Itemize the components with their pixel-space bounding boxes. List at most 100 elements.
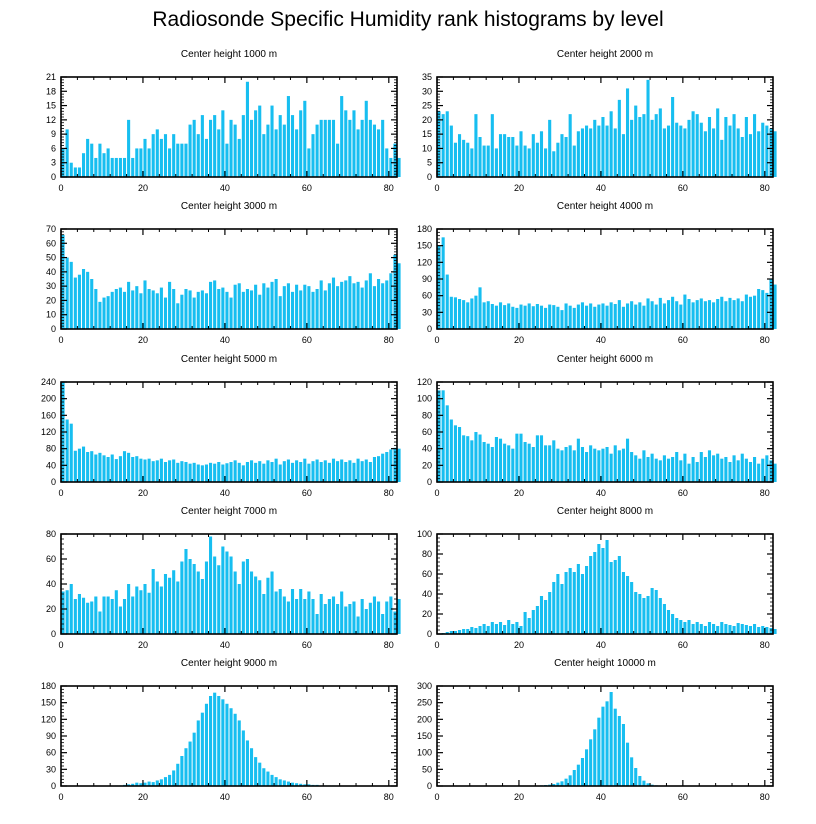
histogram-bar	[336, 604, 340, 634]
histogram-bar	[613, 708, 617, 786]
x-tick-label: 0	[434, 792, 439, 802]
histogram-bar	[699, 452, 703, 482]
histogram-bar	[344, 280, 348, 329]
histogram-bar	[69, 162, 73, 177]
histogram-bar	[482, 145, 486, 177]
histogram-bar	[515, 145, 519, 177]
histogram-bar	[143, 584, 147, 634]
histogram-bar	[225, 463, 229, 482]
histogram-bar	[769, 279, 773, 329]
histogram-bar	[687, 299, 691, 329]
x-tick-label: 20	[514, 792, 524, 802]
histogram-bar	[122, 451, 127, 482]
histogram-bar	[679, 460, 683, 482]
histogram-bar	[155, 581, 159, 634]
histogram-bar	[254, 284, 258, 329]
histogram-bar	[654, 590, 658, 634]
histogram-bar	[728, 297, 732, 329]
histogram-bar	[389, 273, 393, 329]
histogram-bar	[617, 716, 621, 786]
histogram-bar	[278, 589, 282, 634]
histogram-bar	[753, 457, 757, 482]
y-tick-label: 40	[46, 267, 56, 277]
histogram-bar	[147, 289, 151, 329]
histogram-bar	[601, 117, 605, 177]
histogram-bar	[736, 298, 740, 329]
histogram-bar	[172, 289, 176, 329]
histogram-bar	[61, 591, 65, 634]
histogram-bar	[266, 577, 270, 634]
histogram-bar	[168, 148, 172, 177]
histogram-bar	[671, 457, 675, 482]
histogram-bar	[457, 427, 462, 482]
histogram-bar	[748, 462, 753, 482]
histogram-panel-4: Center height 4000 m 0 20 40 60 80 0 30 60 90 120 1…	[417, 201, 777, 345]
histogram-bar	[204, 561, 209, 634]
histogram-bar	[327, 283, 331, 329]
histogram-bar	[474, 295, 478, 329]
y-tick-label: 100	[417, 529, 432, 539]
histogram-bar	[73, 277, 77, 329]
histogram-bar	[625, 438, 630, 482]
histogram-bar	[209, 696, 213, 786]
histogram-bar	[773, 284, 777, 329]
histogram-bar	[192, 732, 196, 786]
histogram-bar	[381, 614, 385, 634]
histogram-bar	[286, 601, 290, 634]
histogram-bar	[654, 458, 658, 482]
x-tick-label: 60	[678, 792, 688, 802]
histogram-bar	[527, 148, 531, 177]
histogram-bar	[453, 631, 457, 634]
histogram-bar	[217, 565, 221, 634]
histogram-bar	[245, 559, 249, 634]
histogram-bar	[323, 604, 327, 634]
y-tick-label: 80	[46, 529, 56, 539]
y-tick-label: 0	[427, 324, 432, 334]
histogram-bar	[638, 302, 642, 329]
histogram-bar	[646, 596, 650, 634]
histogram-bar	[531, 610, 535, 634]
histogram-bar	[683, 128, 687, 177]
histogram-bar	[331, 458, 336, 482]
histogram-bar	[716, 108, 720, 177]
histogram-bar	[106, 148, 110, 177]
x-tick-label: 80	[760, 183, 770, 193]
histogram-bar	[274, 279, 278, 329]
y-tick-label: 50	[422, 764, 432, 774]
histogram-bar	[601, 706, 605, 786]
histogram-bar	[106, 596, 110, 634]
histogram-panel-5: Center height 5000 m 0 20 40 60 80 0 40 80 120 160…	[41, 354, 401, 498]
histogram-bar	[135, 286, 139, 329]
histogram-bar	[605, 701, 609, 786]
histogram-bar	[90, 451, 94, 482]
y-tick-label: 120	[41, 714, 56, 724]
histogram-bar	[449, 296, 453, 329]
histogram-bar	[372, 596, 377, 634]
histogram-bar	[712, 302, 716, 329]
histogram-bar	[364, 100, 368, 177]
histogram-bar	[155, 780, 159, 786]
histogram-bar	[348, 119, 352, 177]
histogram-bar	[106, 296, 110, 329]
histogram-bar	[221, 464, 225, 482]
histogram-bar	[757, 463, 761, 482]
histogram-bar	[282, 286, 286, 329]
histogram-bar	[299, 462, 303, 482]
histogram-bar	[331, 596, 336, 634]
histogram-bar	[732, 626, 736, 634]
plot-frame	[60, 76, 398, 178]
histogram-bar	[761, 458, 765, 482]
histogram-bar	[695, 622, 699, 634]
panel-title: Center height 2000 m	[557, 49, 653, 60]
histogram-bar	[470, 148, 474, 177]
histogram-bar	[233, 460, 237, 482]
histogram-bar	[229, 556, 233, 634]
histogram-bar	[311, 291, 315, 329]
histogram-bar	[515, 433, 519, 482]
panel-title: Center height 4000 m	[557, 201, 653, 212]
histogram-bar	[319, 119, 323, 177]
histogram-bar	[539, 596, 544, 634]
y-tick-label: 30	[422, 86, 432, 96]
histogram-bar	[315, 614, 319, 634]
histogram-bar	[213, 692, 217, 786]
